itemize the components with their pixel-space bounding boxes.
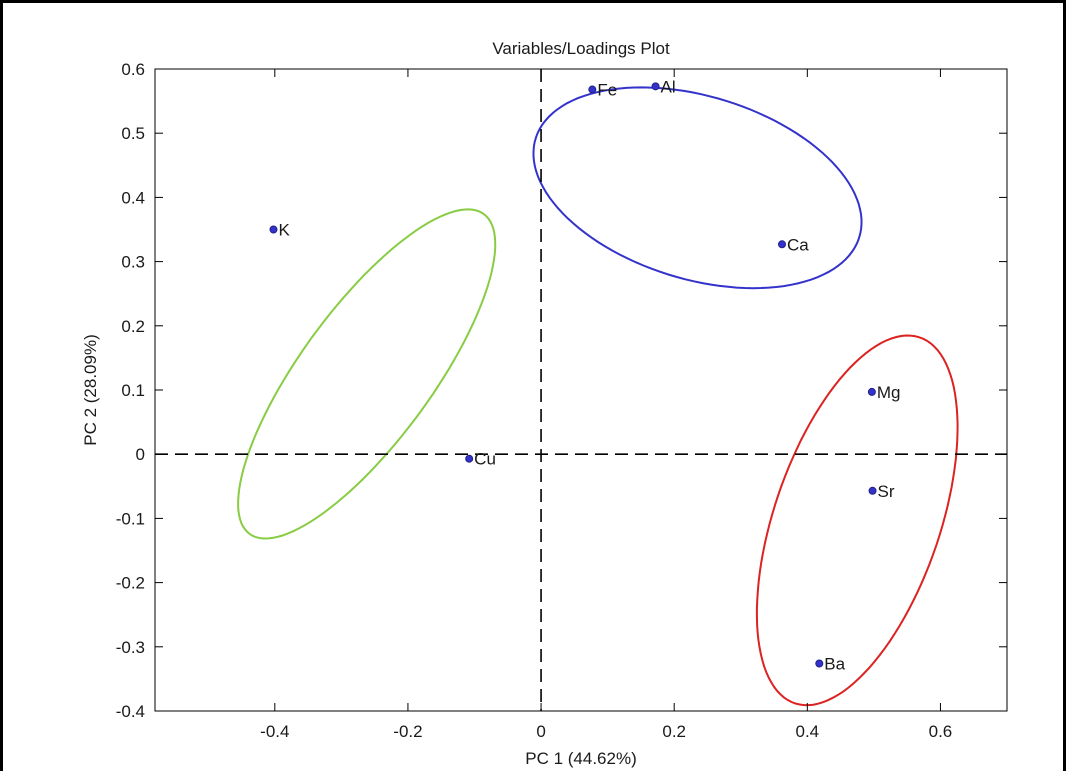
data-point [778,240,787,249]
y-tick-label: 0.2 [121,317,145,336]
point-label: Ca [787,235,809,254]
group-ellipse [755,334,959,707]
point-label: Al [661,77,676,96]
y-axis-title: PC 2 (28.09%) [81,334,100,446]
x-tick-label: -0.4 [260,722,289,741]
point-label: Sr [878,482,895,501]
plot-area-border [154,68,1008,712]
y-tick-label: 0.1 [121,381,145,400]
x-tick-label: 0 [536,722,545,741]
chart-title: Variables/Loadings Plot [492,39,670,58]
y-tick-label: -0.2 [116,574,145,593]
data-point [651,82,660,91]
y-tick-label: -0.3 [116,638,145,657]
data-point [867,387,876,396]
axis-ticks: -0.4 -0.2 0 0.2 0.4 0.6 -0.4 -0.3 -0.2 -0.1 0 0.1 0.… [116,60,1007,741]
point-label: Cu [474,450,496,469]
data-point [868,486,877,495]
point-label: K [278,221,290,240]
x-tick-label: 0.4 [795,722,819,741]
group-ellipse [237,208,497,540]
y-tick-label: 0.5 [121,124,145,143]
x-axis-title: PC 1 (44.62%) [525,749,637,768]
point-label: Mg [877,383,901,402]
zero-reference-lines [155,69,1007,711]
y-tick-label: 0.3 [121,253,145,272]
x-tick-label: 0.6 [929,722,953,741]
data-point [815,659,824,668]
y-tick-label: 0 [136,445,145,464]
data-point [465,454,474,463]
x-tick-label: -0.2 [393,722,422,741]
point-label: Ba [824,654,845,673]
point-label: Fe [597,81,617,100]
y-tick-label: -0.1 [116,509,145,528]
y-tick-label: -0.4 [116,702,145,721]
loading-points: Fe Al Ca K Cu Mg Sr Ba [269,77,901,673]
x-tick-label: 0.2 [662,722,686,741]
data-point [269,225,278,234]
group-ellipse [532,86,863,290]
group-ellipses [237,86,959,707]
y-tick-label: 0.4 [121,188,145,207]
y-tick-label: 0.6 [121,60,145,79]
data-point [588,85,597,94]
